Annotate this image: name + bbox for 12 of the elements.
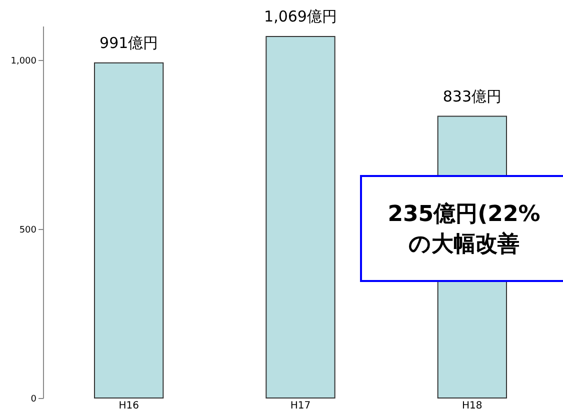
x-tick-label: H17 (290, 400, 311, 412)
y-tick-label: 1,000 (10, 56, 37, 66)
annotation: 235億円(22% の大幅改善 (388, 202, 540, 257)
data-label: 991億円 (100, 34, 158, 52)
bar (94, 62, 164, 398)
y-tick-label: 0 (30, 394, 37, 404)
bar (266, 36, 336, 398)
x-tick-label: H18 (462, 400, 482, 412)
data-label: 1,069億円 (264, 7, 337, 26)
data-label: 833億円 (442, 87, 502, 106)
x-tick-label: H16 (118, 400, 139, 412)
y-tick-label: 500 (19, 225, 37, 236)
